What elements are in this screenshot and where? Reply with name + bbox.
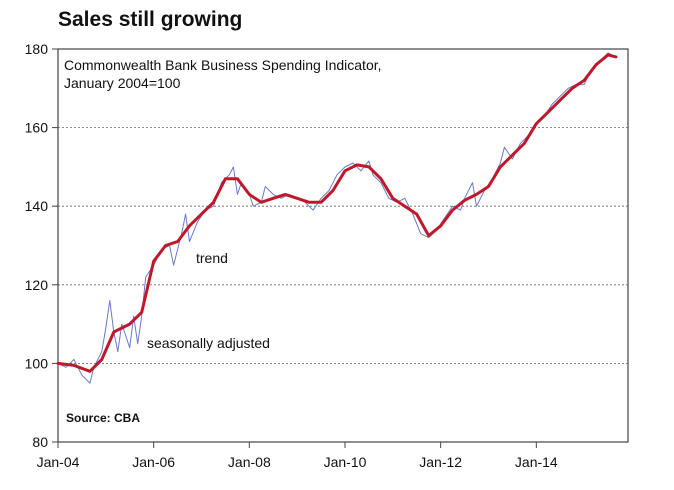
y-tick-label: 140: [25, 198, 49, 214]
y-tick-label: 160: [25, 120, 49, 136]
trend-line: [56, 53, 618, 373]
y-axis: 80 100 120 140 160 180: [25, 41, 58, 450]
y-tick-label: 100: [25, 355, 49, 371]
gridlines: [58, 127, 628, 364]
x-tick-label: Jan-04: [37, 454, 80, 470]
y-tick-label: 180: [25, 41, 49, 57]
seasonally-adjusted-annotation: seasonally adjusted: [147, 335, 270, 351]
source-note: Source: CBA: [66, 411, 140, 425]
x-tick-label: Jan-08: [228, 454, 271, 470]
trend-annotation: trend: [196, 250, 228, 266]
x-tick-label: Jan-06: [132, 454, 175, 470]
plot-area: [57, 48, 629, 443]
x-tick-label: Jan-12: [419, 454, 462, 470]
x-tick-label: Jan-14: [515, 454, 558, 470]
chart-subtitle-line-2: January 2004=100: [64, 75, 181, 91]
chart-title: Sales still growing: [58, 8, 243, 31]
x-axis: Jan-04 Jan-06 Jan-08 Jan-10 Jan-12 Jan-14: [37, 442, 558, 470]
y-tick-label: 80: [32, 434, 48, 450]
chart-subtitle-line-1: Commonwealth Bank Business Spending Indi…: [64, 57, 382, 73]
x-tick-label: Jan-10: [324, 454, 367, 470]
y-tick-label: 120: [25, 277, 49, 293]
series-group: [56, 52, 618, 384]
